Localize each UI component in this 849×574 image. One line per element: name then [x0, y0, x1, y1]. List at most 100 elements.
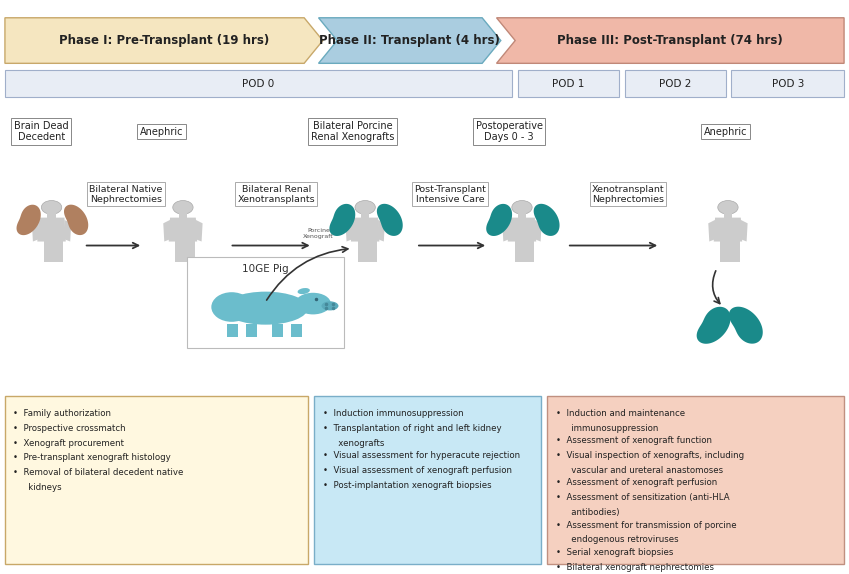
Text: •  Prospective crossmatch: • Prospective crossmatch [14, 424, 126, 433]
Ellipse shape [223, 292, 308, 325]
Polygon shape [486, 204, 512, 236]
FancyBboxPatch shape [176, 241, 186, 262]
Polygon shape [329, 204, 355, 236]
Polygon shape [535, 220, 542, 242]
FancyBboxPatch shape [272, 324, 283, 336]
FancyBboxPatch shape [246, 324, 257, 336]
Circle shape [172, 200, 193, 214]
Ellipse shape [297, 288, 310, 294]
Text: Anephric: Anephric [704, 127, 747, 137]
Text: •  Assessment of sensitization (anti-HLA: • Assessment of sensitization (anti-HLA [556, 493, 729, 502]
FancyBboxPatch shape [514, 241, 526, 262]
FancyBboxPatch shape [724, 210, 732, 218]
Text: Postoperative
Days 0 - 3: Postoperative Days 0 - 3 [475, 121, 543, 142]
Polygon shape [346, 220, 352, 242]
Text: Porcine
Xenograft: Porcine Xenograft [303, 228, 334, 239]
FancyBboxPatch shape [729, 241, 739, 262]
Text: •  Visual inspection of xenografts, including: • Visual inspection of xenografts, inclu… [556, 451, 744, 460]
Polygon shape [534, 204, 559, 236]
Text: •  Visual assessment of xenograft perfusion: • Visual assessment of xenograft perfusi… [323, 466, 512, 475]
Text: •  Xenograft procurement: • Xenograft procurement [14, 439, 125, 448]
Polygon shape [196, 220, 203, 242]
Circle shape [717, 200, 738, 214]
FancyBboxPatch shape [48, 210, 56, 218]
FancyBboxPatch shape [625, 70, 726, 98]
Polygon shape [508, 218, 537, 242]
Text: Bilateral Porcine
Renal Xenografts: Bilateral Porcine Renal Xenografts [311, 121, 394, 142]
FancyBboxPatch shape [44, 241, 55, 262]
Text: Bilateral Native
Nephrectomies: Bilateral Native Nephrectomies [89, 185, 163, 204]
Polygon shape [163, 220, 170, 242]
Text: kidneys: kidneys [20, 483, 62, 492]
Polygon shape [377, 204, 402, 236]
Text: •  Post-implantation xenograft biopsies: • Post-implantation xenograft biopsies [323, 480, 492, 490]
Text: Phase I: Pre-Transplant (19 hrs): Phase I: Pre-Transplant (19 hrs) [59, 34, 269, 47]
Polygon shape [714, 218, 742, 242]
Circle shape [42, 200, 62, 214]
Polygon shape [5, 18, 323, 63]
Polygon shape [16, 205, 41, 235]
FancyBboxPatch shape [548, 397, 844, 564]
FancyBboxPatch shape [361, 210, 369, 218]
Text: POD 2: POD 2 [659, 79, 692, 89]
Text: Bilateral Renal
Xenotransplants: Bilateral Renal Xenotransplants [238, 185, 315, 204]
Text: vascular and ureteral anastomoses: vascular and ureteral anastomoses [563, 466, 722, 475]
FancyBboxPatch shape [357, 241, 368, 262]
Text: •  Assessment of xenograft function: • Assessment of xenograft function [556, 436, 711, 445]
Text: immunosuppression: immunosuppression [563, 424, 658, 433]
Polygon shape [37, 218, 65, 242]
Text: Phase III: Post-Transplant (74 hrs): Phase III: Post-Transplant (74 hrs) [558, 34, 783, 47]
Polygon shape [318, 18, 501, 63]
Text: Brain Dead
Decedent: Brain Dead Decedent [14, 121, 69, 142]
FancyBboxPatch shape [523, 241, 534, 262]
Circle shape [512, 200, 532, 214]
FancyBboxPatch shape [518, 70, 620, 98]
FancyBboxPatch shape [179, 210, 187, 218]
Ellipse shape [295, 293, 331, 315]
Text: •  Visual assessment for hyperacute rejection: • Visual assessment for hyperacute rejec… [323, 451, 520, 460]
FancyBboxPatch shape [314, 397, 542, 564]
Polygon shape [64, 205, 88, 235]
Text: xenografts: xenografts [329, 439, 384, 448]
Text: Xenotransplant
Nephrectomies: Xenotransplant Nephrectomies [592, 185, 664, 204]
FancyBboxPatch shape [187, 257, 344, 348]
FancyBboxPatch shape [184, 241, 194, 262]
Polygon shape [169, 218, 197, 242]
Polygon shape [378, 220, 385, 242]
Text: •  Induction immunosuppression: • Induction immunosuppression [323, 409, 464, 418]
FancyBboxPatch shape [53, 241, 64, 262]
Polygon shape [697, 307, 730, 344]
Ellipse shape [211, 292, 252, 322]
FancyBboxPatch shape [227, 324, 238, 336]
FancyBboxPatch shape [366, 241, 377, 262]
Text: •  Serial xenograft biopsies: • Serial xenograft biopsies [556, 548, 673, 557]
Polygon shape [351, 218, 380, 242]
Text: 10GE Pig: 10GE Pig [242, 264, 289, 274]
Polygon shape [708, 220, 715, 242]
Text: POD 1: POD 1 [553, 79, 585, 89]
Text: •  Bilateral xenograft nephrectomies: • Bilateral xenograft nephrectomies [556, 563, 714, 572]
Text: POD 0: POD 0 [242, 79, 274, 89]
Text: •  Assessment for transmission of porcine: • Assessment for transmission of porcine [556, 521, 736, 530]
Polygon shape [503, 220, 509, 242]
Ellipse shape [322, 301, 339, 311]
Text: Anephric: Anephric [140, 127, 183, 137]
Polygon shape [65, 220, 71, 242]
FancyBboxPatch shape [291, 324, 302, 336]
Text: •  Induction and maintenance: • Induction and maintenance [556, 409, 685, 418]
FancyBboxPatch shape [721, 241, 731, 262]
Polygon shape [32, 220, 39, 242]
FancyBboxPatch shape [5, 397, 308, 564]
Text: antibodies): antibodies) [563, 508, 619, 517]
Text: •  Family authorization: • Family authorization [14, 409, 111, 418]
FancyBboxPatch shape [5, 70, 512, 98]
Text: •  Pre-transplant xenograft histology: • Pre-transplant xenograft histology [14, 453, 171, 462]
Text: POD 3: POD 3 [772, 79, 804, 89]
FancyBboxPatch shape [518, 210, 526, 218]
Polygon shape [497, 18, 844, 63]
Text: endogenous retroviruses: endogenous retroviruses [563, 536, 678, 544]
Polygon shape [741, 220, 748, 242]
FancyBboxPatch shape [731, 70, 844, 98]
Text: •  Removal of bilateral decedent native: • Removal of bilateral decedent native [14, 468, 183, 477]
Polygon shape [729, 307, 762, 344]
